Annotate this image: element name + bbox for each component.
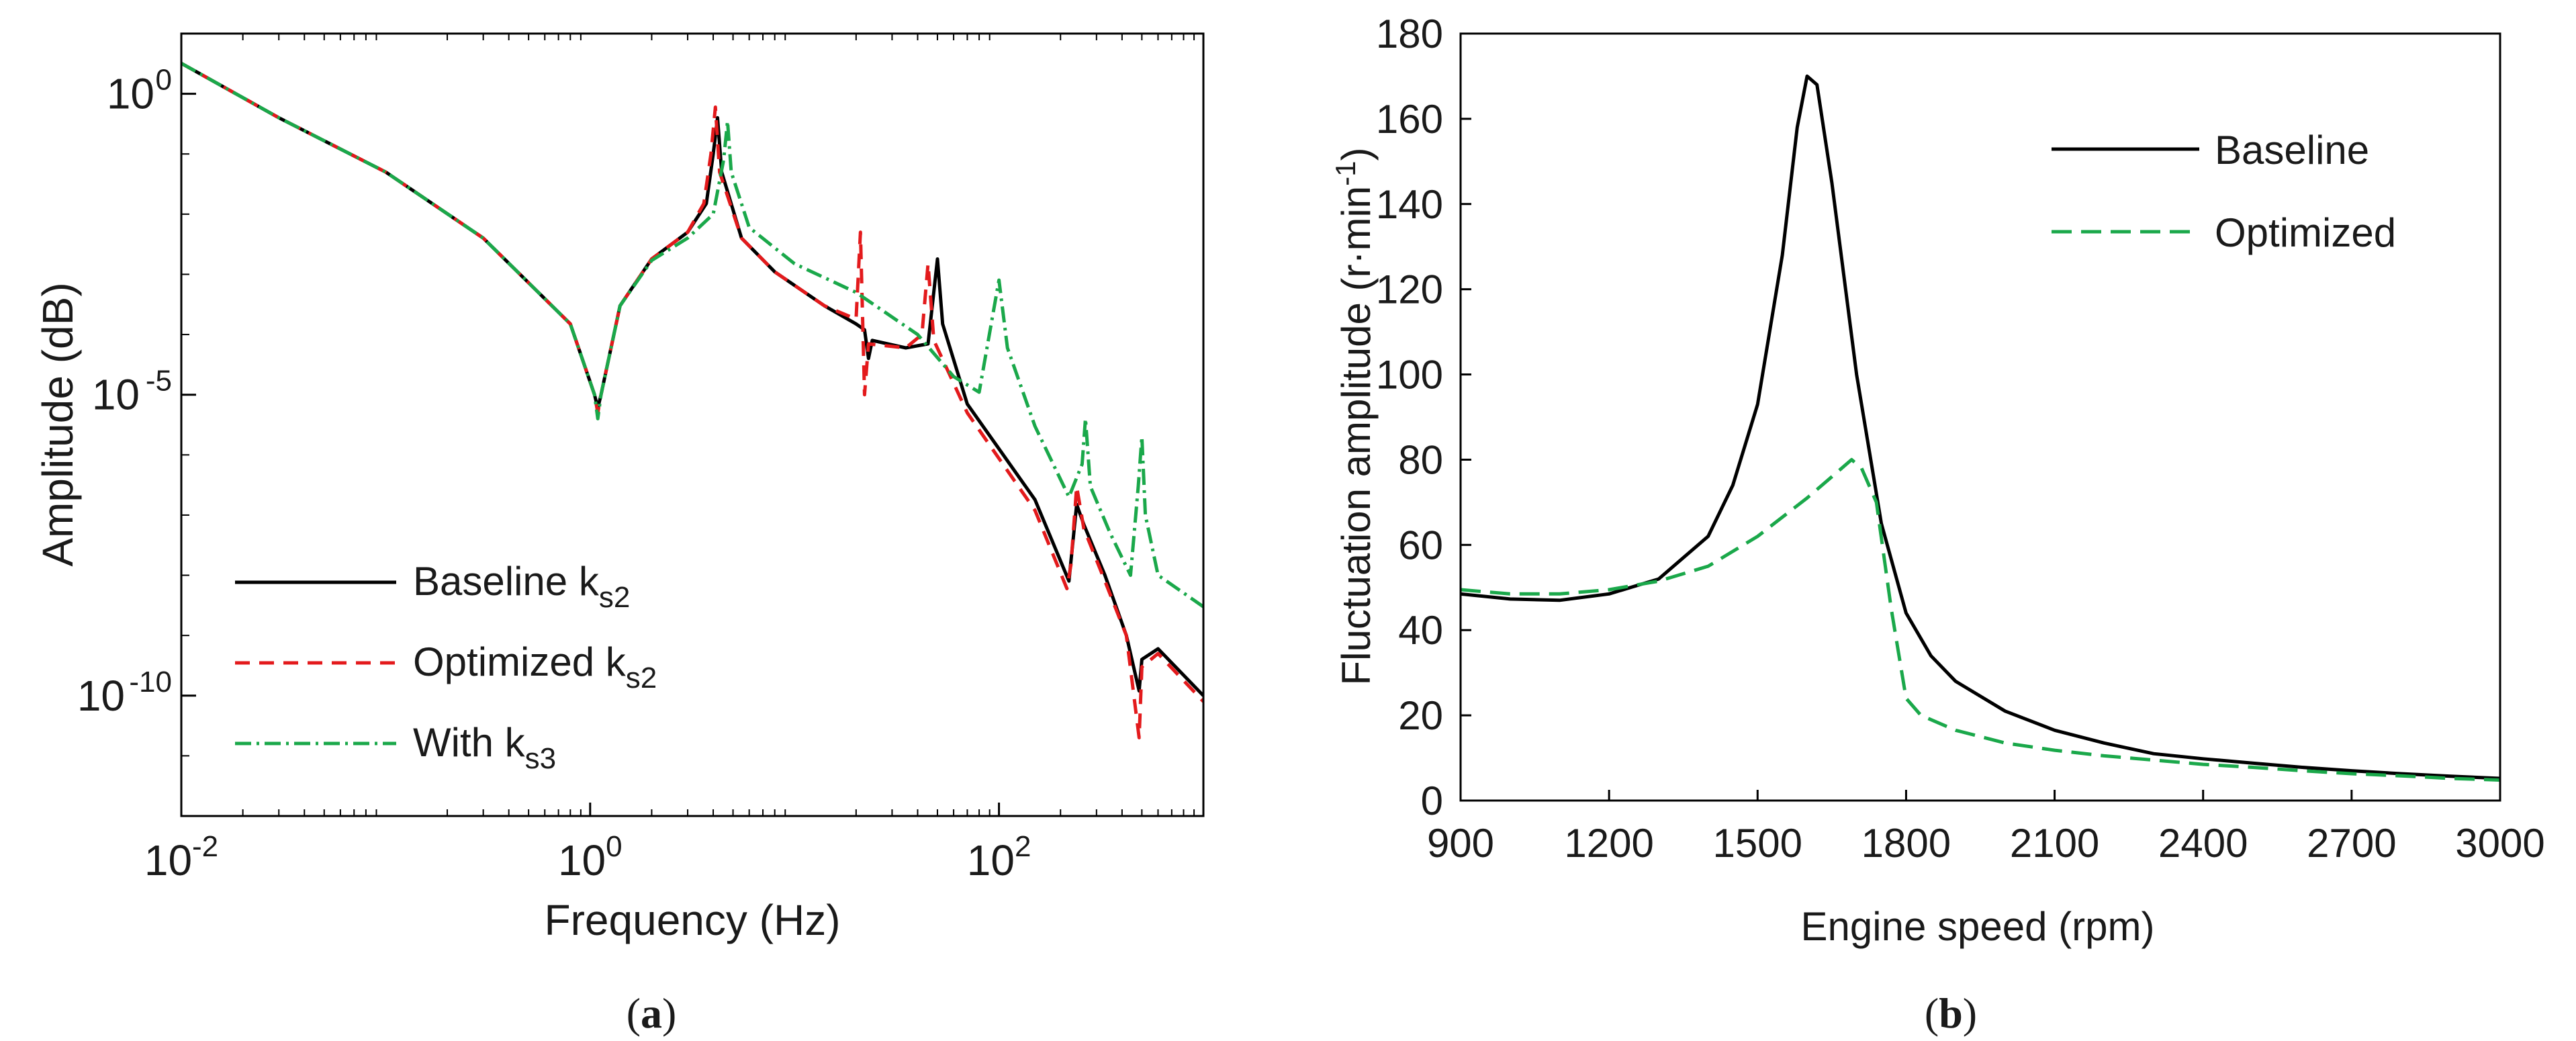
chart-b-y-tick-label: 180 (1376, 11, 1443, 56)
chart-b-x-tick-label: 1500 (1713, 821, 1802, 866)
chart-b-y-tick-label: 120 (1376, 267, 1443, 312)
chart-b-x-tick-label: 1200 (1564, 821, 1653, 866)
chart-b-y-ticks: 0 20 40 60 80 100 120 140 160 180 (1376, 11, 1471, 823)
chart-a-frame (180, 32, 1205, 817)
chart-b-y-tick-label: 60 (1398, 523, 1443, 568)
chart-a-y-tick-exponent: -5 (146, 365, 172, 398)
chart-a-legend: Baseline ks2 Optimized ks2 With ks3 (235, 559, 657, 775)
legend-a-optimized-label: Optimized ks2 (413, 639, 657, 694)
chart-b-y-axis-label: Fluctuation amplitude (r·min-1) (1330, 148, 1379, 686)
chart-a-y-tick-label: 10 (77, 672, 125, 720)
chart-b-plot-area (1461, 74, 2500, 782)
chart-a-y-tick-exponent: -10 (129, 666, 172, 698)
chart-b-x-tick-label: 900 (1427, 821, 1494, 866)
chart-a-y-tick-exponent: 0 (156, 64, 172, 97)
chart-b: 900 1200 1500 1800 2100 2400 2700 3000 0 20 40 60 8… (1330, 11, 2545, 1037)
chart-a-series-line-0 (181, 62, 1203, 697)
chart-b-x-axis-label: Engine speed (rpm) (1801, 904, 2155, 949)
chart-b-x-tick-label: 2100 (2010, 821, 2099, 866)
chart-b-y-tick-label: 140 (1376, 182, 1443, 227)
chart-b-x-tick-label: 2400 (2158, 821, 2248, 866)
chart-a-y-axis-label: Amplitude (dB) (34, 282, 82, 566)
chart-a-x-ticks: 10-2 100 102 (144, 803, 1031, 885)
chart-b-y-tick-label: 100 (1376, 353, 1443, 398)
chart-b-series-line-0 (1461, 74, 2500, 780)
chart-a-x-tick-label: 100 (558, 830, 623, 885)
chart-b-y-tick-label: 160 (1376, 97, 1443, 142)
chart-a-y-tick-label: 10 (107, 70, 154, 118)
chart-a-series-line-2 (181, 62, 1203, 608)
legend-b-baseline-label: Baseline (2215, 128, 2369, 173)
chart-b-y-tick-label: 40 (1398, 608, 1443, 653)
legend-a-baseline-label: Baseline ks2 (413, 559, 630, 614)
chart-b-y-tick-label: 20 (1398, 693, 1443, 738)
chart-b-x-tick-label: 1800 (1861, 821, 1951, 866)
chart-a-x-tick-label: 102 (967, 830, 1031, 885)
chart-a-x-axis-label: Frequency (Hz) (545, 896, 841, 944)
legend-b-optimized-label: Optimized (2215, 210, 2396, 255)
chart-b-panel-label: (b) (1925, 989, 1977, 1037)
chart-b-x-tick-label: 3000 (2455, 821, 2544, 866)
chart-a-x-tick-label: 10-2 (144, 830, 218, 885)
chart-b-frame (1459, 32, 2501, 802)
legend-a-with-ks3-label: With ks3 (413, 720, 556, 775)
chart-a-minor-ticks (181, 33, 1195, 817)
chart-b-x-tick-label: 2700 (2307, 821, 2396, 866)
chart-b-series-line-1 (1461, 457, 2500, 782)
chart-a-y-tick-label: 10 (92, 371, 140, 419)
chart-a-series-line-1 (181, 62, 1203, 739)
chart-b-y-tick-label: 0 (1421, 778, 1443, 823)
chart-b-x-ticks: 900 1200 1500 1800 2100 2400 2700 3000 (1427, 790, 2545, 866)
chart-a-plot-area (181, 62, 1203, 739)
chart-a-panel-label: (a) (627, 989, 677, 1037)
chart-b-legend: Baseline Optimized (2052, 128, 2396, 255)
chart-b-y-tick-label: 80 (1398, 437, 1443, 482)
